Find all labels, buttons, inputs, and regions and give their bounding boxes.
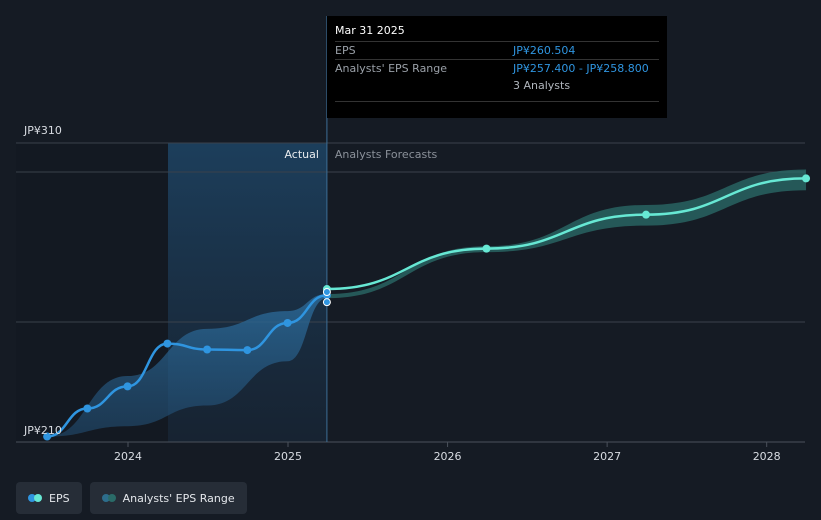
eps-point (43, 432, 52, 441)
x-tick-label: 2026 (434, 450, 462, 463)
y-axis-top-label: JP¥310 (23, 124, 62, 137)
eps-legend-icon (28, 494, 43, 502)
eps-forecast-point (802, 174, 811, 183)
eps-point (83, 404, 92, 413)
legend-eps-button[interactable]: EPS (16, 482, 82, 514)
tooltip-analysts-row: 3 Analysts (335, 77, 659, 102)
x-tick-label: 2028 (753, 450, 781, 463)
range-band-forecast (326, 169, 807, 299)
forecast-region-label: Analysts Forecasts (335, 148, 438, 161)
chart-legend: EPS Analysts' EPS Range (16, 482, 247, 514)
eps-forecast-point (482, 244, 491, 253)
legend-eps-label: EPS (49, 491, 70, 505)
range-legend-icon (101, 494, 117, 502)
eps-point (243, 346, 252, 355)
tooltip-date: Mar 31 2025 (335, 24, 405, 37)
tooltip-eps-row: EPS JP¥260.504 (335, 41, 659, 59)
tooltip-range-row: Analysts' EPS Range JP¥257.400 - JP¥258.… (335, 59, 659, 77)
eps-point (163, 339, 172, 348)
range-low-point (322, 298, 331, 307)
eps-forecast-line (326, 177, 807, 291)
legend-range-button[interactable]: Analysts' EPS Range (89, 482, 247, 514)
x-tick-label: 2027 (593, 450, 621, 463)
chart-tooltip: Mar 31 2025 EPS JP¥260.504 Analysts' EPS… (327, 16, 667, 118)
eps-point (123, 382, 132, 391)
x-tick-label: 2024 (114, 450, 142, 463)
x-tick-label: 2025 (274, 450, 302, 463)
eps-chart: JP¥310 JP¥210 Actual Analysts Forecasts 2024… (16, 16, 811, 463)
tooltip-range-label: Analysts' EPS Range (335, 62, 448, 75)
eps-forecast-point (642, 210, 651, 219)
actual-region-label: Actual (284, 148, 318, 161)
y-axis-bottom-label: JP¥210 (23, 424, 62, 437)
tooltip-range-value: JP¥257.400 - JP¥258.800 (513, 62, 649, 75)
range-high-point (322, 288, 331, 297)
tooltip-analysts-count: 3 Analysts (513, 79, 571, 92)
legend-range-label: Analysts' EPS Range (122, 491, 235, 505)
eps-point (283, 318, 292, 327)
range-band-actual (47, 294, 327, 437)
tooltip-eps-label: EPS (335, 44, 356, 57)
tooltip-eps-value: JP¥260.504 (513, 44, 576, 57)
eps-point (203, 345, 212, 354)
